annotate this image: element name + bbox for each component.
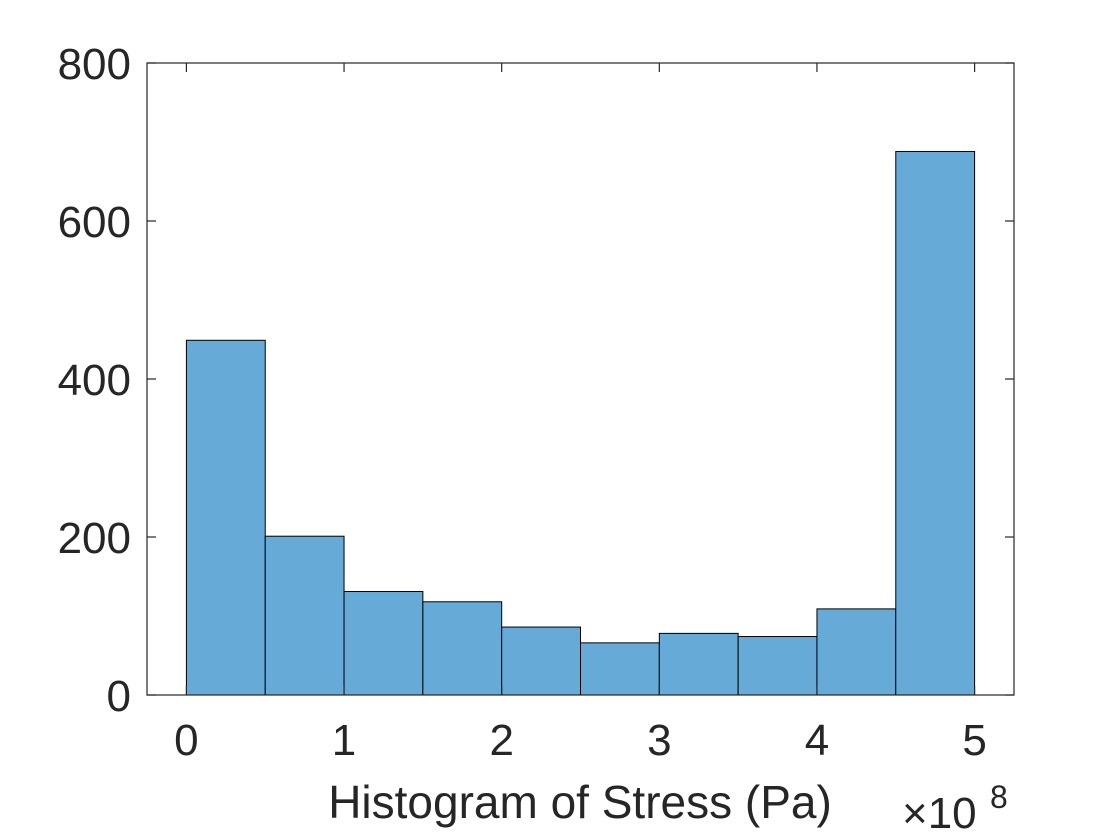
histogram-bar	[737, 636, 818, 696]
x-axis-exponent-base: ×10	[902, 789, 977, 838]
x-tick-label: 5	[962, 716, 986, 765]
y-tick-label: 600	[58, 198, 131, 247]
y-tick-labels: 0 200 400 600 800	[58, 40, 131, 721]
x-tick-label: 3	[647, 716, 671, 765]
bars-group	[185, 150, 976, 696]
histogram-bar	[422, 601, 503, 696]
x-tick-label: 0	[174, 716, 198, 765]
x-tick-label: 4	[805, 716, 829, 765]
histogram-bar	[264, 535, 345, 696]
x-axis-exponent: 8	[990, 779, 1008, 815]
histogram-bar	[185, 339, 266, 696]
x-tick-labels: 0 1 2 3 4 5	[174, 716, 987, 765]
y-tick-label: 800	[58, 40, 131, 89]
histogram-bar	[343, 591, 424, 696]
histogram-bar	[580, 642, 660, 696]
histogram-bar	[895, 150, 976, 696]
histogram-bar	[501, 626, 582, 696]
x-tick-label: 1	[332, 716, 356, 765]
tick-marks	[147, 62, 1014, 696]
x-tick-label: 2	[489, 716, 513, 765]
y-tick-label: 0	[107, 672, 131, 721]
x-axis-label: Histogram of Stress (Pa)	[328, 776, 832, 828]
histogram-bar	[816, 608, 897, 696]
y-tick-label: 400	[58, 356, 131, 405]
y-tick-label: 200	[58, 514, 131, 563]
histogram-bar	[658, 632, 739, 696]
